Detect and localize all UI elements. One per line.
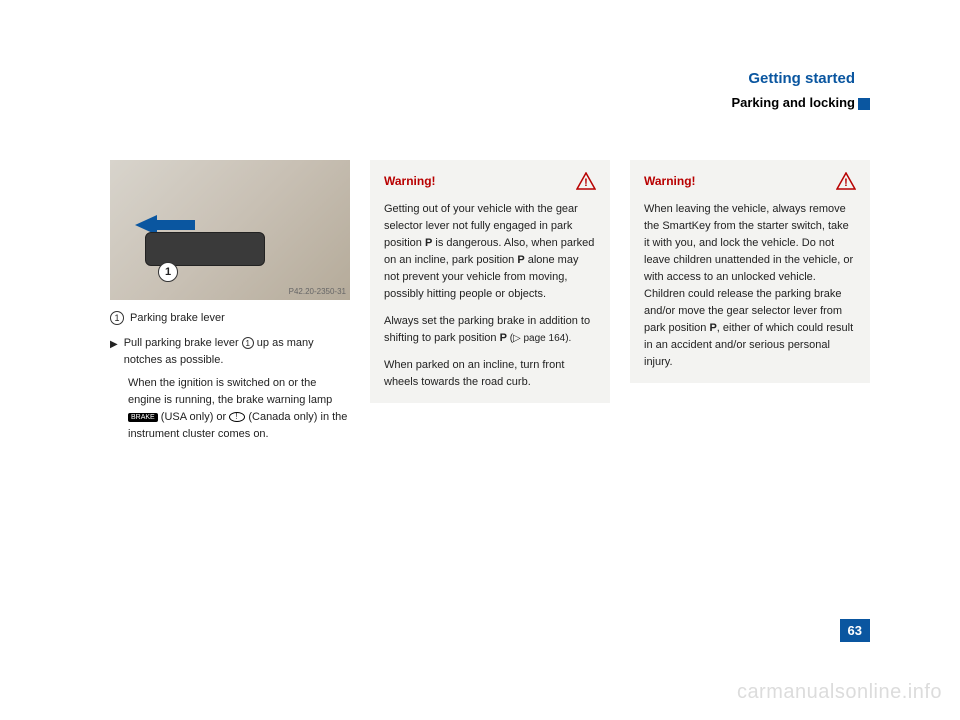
page-header: Getting started Parking and locking — [731, 70, 855, 110]
note-pre: When the ignition is switched on or the … — [128, 377, 332, 406]
arrow-body — [155, 220, 195, 230]
callout-row: 1 Parking brake lever — [110, 310, 350, 327]
page-number: 63 — [840, 619, 870, 642]
svg-text:!: ! — [584, 177, 588, 189]
content-columns: 1 P42.20-2350-31 1 Parking brake lever ▶… — [110, 160, 870, 443]
warning-head-1: Warning! ! — [384, 172, 596, 191]
warning1-p3: When parked on an incline, turn front wh… — [384, 357, 596, 391]
warning-title-1: Warning! — [384, 172, 436, 191]
svg-text:!: ! — [844, 177, 848, 189]
brake-lever-shape — [145, 232, 265, 266]
step-pre: Pull parking brake lever — [124, 337, 239, 349]
column-2: Warning! ! Getting out of your vehicle w… — [370, 160, 610, 443]
warning2-p1: When leaving the vehicle, always remove … — [644, 201, 856, 371]
brake-badge-icon: BRAKE — [128, 413, 158, 422]
column-1: 1 P42.20-2350-31 1 Parking brake lever ▶… — [110, 160, 350, 443]
step-text: Pull parking brake lever 1 up as many no… — [124, 335, 350, 369]
warning-triangle-icon: ! — [576, 172, 596, 190]
warning-body-1: Getting out of your vehicle with the gea… — [384, 201, 596, 391]
warning-body-2: When leaving the vehicle, always remove … — [644, 201, 856, 371]
warning-box-1: Warning! ! Getting out of your vehicle w… — [370, 160, 610, 403]
step-row: ▶ Pull parking brake lever 1 up as many … — [110, 335, 350, 369]
header-title: Getting started — [731, 70, 855, 87]
figure-callout-1: 1 — [158, 262, 178, 282]
header-subtitle: Parking and locking — [731, 95, 855, 110]
note-mid1: (USA only) or — [161, 411, 226, 423]
parking-brake-figure: 1 P42.20-2350-31 — [110, 160, 350, 300]
column-3: Warning! ! When leaving the vehicle, alw… — [630, 160, 870, 443]
note-text: When the ignition is switched on or the … — [128, 375, 350, 443]
step-inline-num: 1 — [242, 337, 254, 349]
canada-brake-icon — [229, 412, 245, 422]
bullet-arrow-icon: ▶ — [110, 337, 118, 369]
warning-box-2: Warning! ! When leaving the vehicle, alw… — [630, 160, 870, 383]
figure-code: P42.20-2350-31 — [289, 286, 346, 298]
header-marker-square — [858, 98, 870, 110]
warning-head-2: Warning! ! — [644, 172, 856, 191]
watermark: carmanualsonline.info — [737, 681, 942, 704]
warning1-p2: Always set the parking brake in addition… — [384, 313, 596, 347]
warning-triangle-icon: ! — [836, 172, 856, 190]
callout-number-1: 1 — [110, 311, 124, 325]
callout-text: Parking brake lever — [130, 310, 225, 327]
warning-title-2: Warning! — [644, 172, 696, 191]
warning1-p1: Getting out of your vehicle with the gea… — [384, 201, 596, 303]
